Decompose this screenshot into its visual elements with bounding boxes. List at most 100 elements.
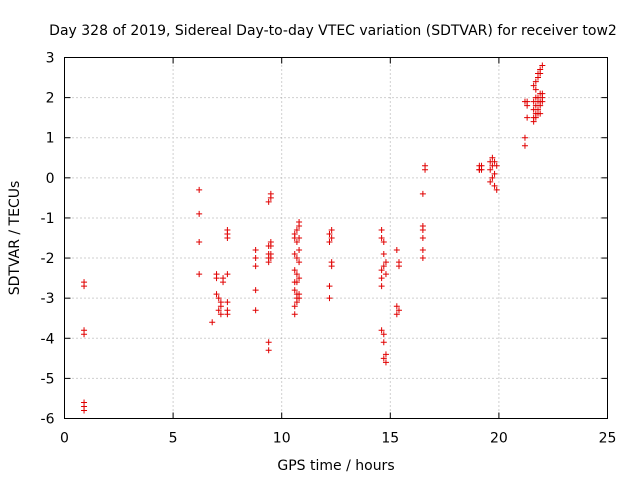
data-point bbox=[296, 235, 303, 241]
data-point bbox=[378, 267, 385, 274]
data-point bbox=[213, 275, 220, 282]
x-tick-labels: 0 5 10 15 20 25 bbox=[60, 431, 616, 447]
data-point bbox=[224, 271, 231, 278]
data-point bbox=[378, 226, 385, 233]
data-point bbox=[534, 106, 541, 113]
data-point bbox=[489, 154, 496, 161]
data-point bbox=[539, 90, 546, 97]
y-tick-label: 2 bbox=[46, 91, 55, 107]
plot-frame bbox=[64, 57, 608, 419]
data-point bbox=[489, 174, 496, 181]
data-point bbox=[382, 271, 389, 278]
data-point bbox=[196, 210, 203, 217]
data-point bbox=[382, 359, 389, 366]
data-point bbox=[267, 194, 274, 201]
data-point bbox=[293, 239, 300, 246]
data-point bbox=[380, 239, 387, 246]
data-point bbox=[393, 247, 400, 254]
data-point bbox=[478, 166, 485, 173]
data-point bbox=[380, 355, 387, 362]
data-point bbox=[213, 291, 220, 298]
data-point bbox=[252, 263, 259, 270]
x-tick-label: 0 bbox=[60, 431, 69, 447]
x-tick-label: 20 bbox=[490, 431, 508, 447]
data-point bbox=[539, 62, 546, 69]
data-point bbox=[217, 311, 224, 318]
data-point bbox=[293, 271, 300, 278]
data-point bbox=[532, 86, 539, 93]
data-point bbox=[493, 186, 500, 193]
data-point bbox=[265, 347, 272, 354]
data-point bbox=[395, 263, 402, 270]
y-axis-label: SDTVAR / TECUs bbox=[7, 181, 23, 296]
data-point bbox=[380, 263, 387, 270]
data-point bbox=[196, 239, 203, 246]
data-point bbox=[196, 186, 203, 193]
data-point bbox=[265, 339, 272, 346]
data-point bbox=[382, 351, 389, 358]
data-point bbox=[393, 303, 400, 310]
data-point bbox=[217, 303, 224, 310]
data-point bbox=[524, 114, 531, 121]
data-point bbox=[267, 255, 274, 262]
data-point bbox=[296, 295, 303, 302]
y-tick-label: -2 bbox=[41, 251, 55, 267]
data-point bbox=[81, 407, 88, 414]
data-point bbox=[265, 198, 272, 205]
data-point bbox=[252, 307, 259, 314]
data-point bbox=[532, 78, 539, 85]
data-point bbox=[81, 331, 88, 338]
data-point bbox=[293, 299, 300, 306]
data-point bbox=[215, 295, 222, 302]
data-point bbox=[326, 230, 333, 237]
x-tick-label: 25 bbox=[599, 431, 617, 447]
data-point bbox=[378, 275, 385, 282]
data-point bbox=[328, 263, 335, 270]
data-point bbox=[378, 327, 385, 334]
y-tick-labels: -6 -5 -4 -3 -2 -1 0 1 2 3 bbox=[41, 51, 55, 428]
data-point bbox=[224, 235, 231, 241]
data-point bbox=[224, 299, 231, 306]
data-point bbox=[393, 311, 400, 318]
data-point bbox=[380, 331, 387, 338]
data-point bbox=[419, 247, 426, 254]
data-point bbox=[380, 251, 387, 258]
data-point bbox=[291, 267, 298, 274]
data-point bbox=[487, 166, 494, 173]
data-point bbox=[296, 259, 303, 266]
data-point bbox=[419, 235, 426, 241]
data-point bbox=[252, 247, 259, 254]
data-point bbox=[537, 110, 544, 117]
data-point bbox=[524, 102, 531, 109]
data-point bbox=[293, 279, 300, 286]
x-tick-label: 15 bbox=[381, 431, 399, 447]
data-point bbox=[265, 259, 272, 266]
x-axis-label: GPS time / hours bbox=[277, 458, 394, 474]
data-point bbox=[491, 158, 498, 165]
data-point bbox=[380, 339, 387, 346]
grid-lines bbox=[64, 57, 608, 419]
data-point bbox=[209, 319, 216, 326]
data-point bbox=[419, 226, 426, 233]
y-tick-label: -4 bbox=[41, 331, 55, 347]
data-point bbox=[382, 259, 389, 266]
data-point bbox=[252, 255, 259, 262]
y-tick-label: 1 bbox=[46, 131, 55, 147]
data-point bbox=[291, 251, 298, 258]
data-point bbox=[328, 235, 335, 241]
y-tick-label: 0 bbox=[46, 171, 55, 187]
data-point bbox=[293, 255, 300, 262]
data-point bbox=[196, 271, 203, 278]
x-tick-label: 5 bbox=[169, 431, 178, 447]
data-point bbox=[530, 82, 537, 89]
data-point bbox=[326, 283, 333, 290]
data-point bbox=[215, 307, 222, 314]
data-point bbox=[220, 279, 227, 286]
y-tick-label: -3 bbox=[41, 291, 55, 307]
data-point bbox=[422, 162, 429, 169]
data-point bbox=[419, 255, 426, 262]
data-point bbox=[537, 66, 544, 73]
data-point bbox=[252, 287, 259, 294]
